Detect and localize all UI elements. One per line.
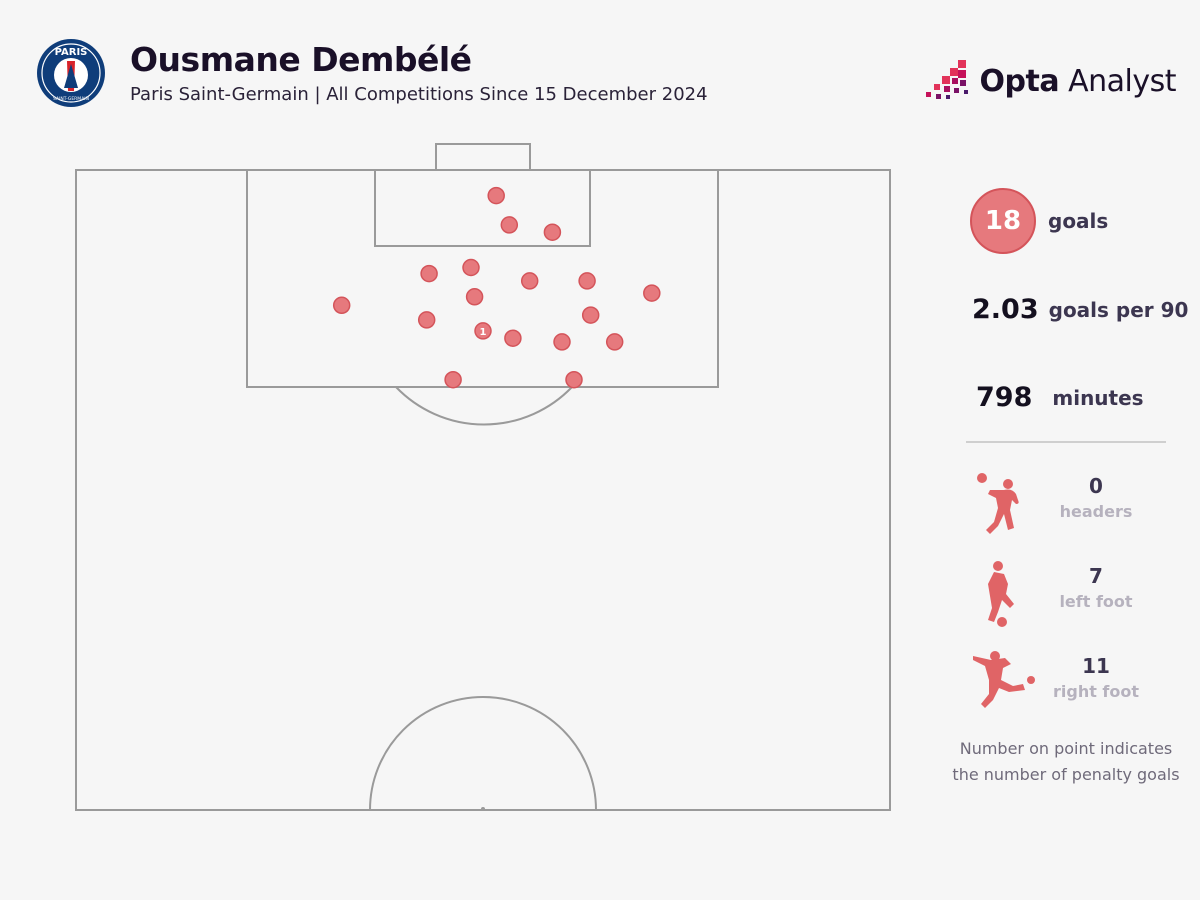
right-foot-label: right foot xyxy=(1052,682,1140,701)
left-foot-label: left foot xyxy=(1059,592,1133,611)
shot-point-8 xyxy=(643,284,661,302)
right-foot-player-icon xyxy=(973,651,1035,708)
half-pitch-outline xyxy=(75,169,891,811)
goals-per-90-label: goals per 90 xyxy=(1048,297,1189,322)
shot-point-3 xyxy=(543,223,562,241)
shot-point-17 xyxy=(444,370,462,389)
left-foot-stat: 7 left foot xyxy=(950,560,1200,640)
headers-count: 0 xyxy=(1089,474,1103,498)
shot-point-16 xyxy=(605,333,624,351)
headers-stat: 0 headers xyxy=(950,470,1200,550)
shot-map-pitch: 1 xyxy=(75,143,891,811)
goals-label: goals xyxy=(1048,209,1109,233)
crest-text: PARIS xyxy=(55,47,88,58)
brand-name-bold: Opta xyxy=(979,63,1060,99)
right-foot-count: 11 xyxy=(1082,654,1110,678)
headers-label: headers xyxy=(1059,502,1133,521)
stats-divider xyxy=(966,441,1166,443)
brand-logo: Opta Analyst xyxy=(924,58,1177,104)
shot-point-7 xyxy=(578,272,596,290)
left-foot-player-icon xyxy=(988,561,1014,627)
minutes-stat: 798 minutes xyxy=(950,382,1144,413)
goals-stat: 18 goals xyxy=(950,188,1108,254)
shot-point-5 xyxy=(462,258,480,277)
opta-mark-icon xyxy=(925,60,968,99)
shot-point-18 xyxy=(565,370,583,389)
header-player-icon xyxy=(977,473,1019,534)
centre-circle xyxy=(369,696,597,811)
shot-point-6 xyxy=(520,272,539,290)
penalty-note: Number on point indicates the number of … xyxy=(952,739,1180,784)
penalty-area xyxy=(246,169,719,388)
shot-point-11 xyxy=(417,311,436,329)
shot-point-14 xyxy=(504,329,522,347)
shot-point-9 xyxy=(332,296,351,315)
goal-frame xyxy=(435,143,531,171)
page-subtitle: Paris Saint-Germain | All Competitions S… xyxy=(130,84,708,105)
right-foot-stat: 11 right foot xyxy=(950,650,1200,730)
page-title: Ousmane Dembélé xyxy=(130,40,472,79)
brand-name-rest: Analyst xyxy=(1059,63,1176,99)
psg-crest-icon: PARIS SAINT-GERMAIN xyxy=(37,39,105,107)
penalty-count-label: 1 xyxy=(480,327,487,338)
crest-subtext: SAINT-GERMAIN xyxy=(53,96,89,102)
penalty-arc xyxy=(395,386,573,426)
shot-point-1 xyxy=(487,186,505,205)
centre-spot xyxy=(481,807,485,811)
shot-point-10 xyxy=(465,288,484,306)
minutes-value: 798 xyxy=(976,382,1033,413)
brand-name: Opta Analyst xyxy=(980,64,1177,99)
shot-points: 1 xyxy=(332,186,661,389)
shot-point-4 xyxy=(420,264,438,283)
shot-point-15 xyxy=(553,333,571,351)
left-foot-count: 7 xyxy=(1089,564,1103,588)
minutes-label: minutes xyxy=(1052,385,1144,410)
goals-count: 18 xyxy=(970,188,1036,254)
shot-point-13 xyxy=(474,322,492,340)
shot-point-12 xyxy=(581,306,600,324)
goals-per-90-value: 2.03 xyxy=(972,294,1039,325)
goals-per-90-stat: 2.03 goals per 90 xyxy=(950,294,1188,325)
shot-point-2 xyxy=(500,216,519,234)
